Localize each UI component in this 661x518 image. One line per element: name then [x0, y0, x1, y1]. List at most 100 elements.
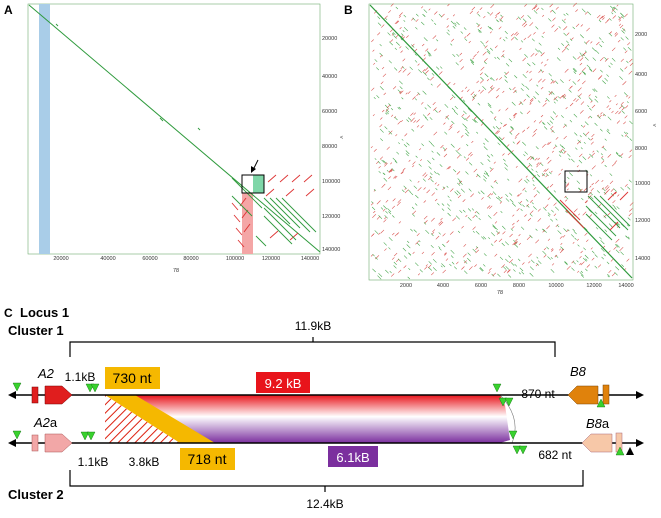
panel-b-noise-dot [566, 265, 571, 270]
panel-b-noise-dot [528, 261, 531, 264]
panel-b-noise-dot [379, 117, 383, 120]
panel-b-noise-dot [546, 246, 550, 250]
panel-b-noise-dot [373, 148, 377, 152]
panel-b-highlight-box [564, 170, 588, 193]
panel-b-noise-dot [551, 24, 555, 28]
panel-b-noise-dot [590, 141, 594, 145]
panel-b-noise-dot [618, 19, 622, 22]
panel-b-noise-dot [470, 153, 473, 157]
panel-b-noise-dot [440, 144, 444, 149]
panel-b-noise-dot [376, 95, 380, 99]
panel-b-noise-dot [479, 72, 483, 76]
panel-b-noise-dot [544, 204, 549, 209]
panel-b-noise-dot [484, 170, 489, 175]
panel-b-noise-dot [604, 164, 607, 168]
panel-b-noise-dot [501, 225, 506, 230]
panel-b-noise-dot [530, 52, 535, 57]
panel-b-noise-dot [536, 84, 539, 87]
panel-b-noise-dot [505, 63, 510, 67]
panel-b-noise-dot [529, 234, 533, 239]
panel-b-noise-dot [588, 68, 593, 72]
panel-b-y-tick: 12000 [635, 218, 650, 224]
panel-b-noise-dot [568, 89, 572, 93]
panel-b-noise-dot [391, 257, 395, 260]
panel-b-noise-dot [477, 191, 481, 195]
panel-b-noise-dot [400, 38, 403, 41]
panel-b-noise-dot [447, 3, 450, 7]
panel-b-noise-dot [563, 150, 567, 154]
panel-b-noise-dot [611, 162, 616, 167]
panel-b-noise-dot [593, 88, 598, 93]
gene-b8-small [602, 384, 610, 405]
panel-b-noise-dot [545, 173, 549, 177]
panel-b-noise-dot [530, 259, 535, 264]
panel-b-noise-dot [518, 233, 521, 237]
panel-b-x-tick: 14000 [618, 283, 633, 289]
panel-b-noise-dot [388, 211, 392, 215]
panel-b-noise-dot [554, 27, 559, 32]
panel-b-noise-dot [529, 102, 532, 105]
panel-b-noise-dot [529, 99, 534, 104]
panel-b-noise-dot [564, 195, 567, 198]
panel-b-noise-dot [551, 9, 556, 14]
panel-b-noise-dot [547, 238, 551, 241]
panel-b-noise-dot [604, 229, 608, 233]
panel-b-noise-dot [483, 44, 486, 47]
panel-b-noise-dot [629, 208, 633, 212]
panel-b-noise-dot [375, 255, 380, 260]
panel-a-y-tick: 60000 [322, 109, 337, 115]
panel-b-noise-dot [535, 170, 538, 173]
panel-b-noise-dot [499, 19, 502, 22]
panel-b-noise-dot [626, 95, 629, 98]
panel-b-noise-dot [587, 105, 590, 108]
panel-b-noise-dot [372, 213, 377, 219]
panel-b-noise-dot [399, 90, 402, 94]
panel-b-noise-dot [603, 215, 607, 219]
panel-b-noise-dot [475, 214, 478, 218]
panel-b-noise-dot [532, 179, 535, 182]
panel-b-noise-dot [601, 187, 604, 190]
panel-b-noise-dot [608, 32, 613, 37]
panel-b-noise-dot [629, 149, 633, 153]
panel-b-noise-dot [472, 215, 476, 219]
box-718nt-label: 718 nt [188, 451, 227, 467]
panel-b-noise-dot [551, 150, 554, 153]
panel-b-noise-dot [564, 260, 568, 265]
panel-b-noise-dot [395, 34, 399, 38]
panel-b-noise-dot [553, 202, 557, 206]
panel-b-y-tick: 14000 [635, 256, 650, 262]
panel-b-noise-dot [499, 76, 503, 80]
panel-b-noise-dot [474, 211, 477, 214]
panel-b-noise-dot [476, 211, 480, 215]
panel-b-noise-dot [506, 144, 510, 147]
panel-b-noise-dot [577, 139, 582, 144]
panel-b-noise-dot [394, 20, 399, 25]
panel-b-noise-dot [513, 269, 516, 272]
panel-b-noise-dot [410, 112, 414, 116]
panel-b-letter: B [344, 3, 353, 17]
panel-b-noise-dot [558, 26, 561, 29]
panel-b-noise-dot [447, 207, 451, 211]
panel-b-noise-dot [377, 22, 382, 26]
panel-b-noise-dot [476, 51, 480, 54]
panel-b-noise-dot [600, 153, 603, 156]
panel-b-noise-dot [388, 237, 393, 242]
panel-b-noise-dot [394, 47, 398, 51]
panel-b-noise-dot [610, 193, 615, 197]
panel-b-noise-dot [583, 188, 587, 192]
panel-b-noise-dot [425, 264, 428, 267]
panel-b-noise-dot [543, 254, 547, 258]
panel-b-noise-dot [424, 107, 427, 110]
panel-b-noise-dot [527, 217, 532, 222]
panel-b-noise-dot [599, 128, 603, 132]
panel-b-noise-dot [388, 60, 392, 64]
panel-b-noise-dot [461, 225, 464, 229]
panel-b-noise-dot [584, 232, 588, 236]
panel-b-noise-dot [408, 159, 411, 162]
panel-b-noise-dot [569, 172, 573, 177]
panel-b-noise-dot [430, 272, 435, 276]
panel-b-noise-dot [614, 160, 618, 164]
panel-b-noise-dot [398, 269, 402, 273]
panel-b-noise-dot [457, 178, 462, 183]
panel-b-noise-dot [611, 7, 616, 12]
